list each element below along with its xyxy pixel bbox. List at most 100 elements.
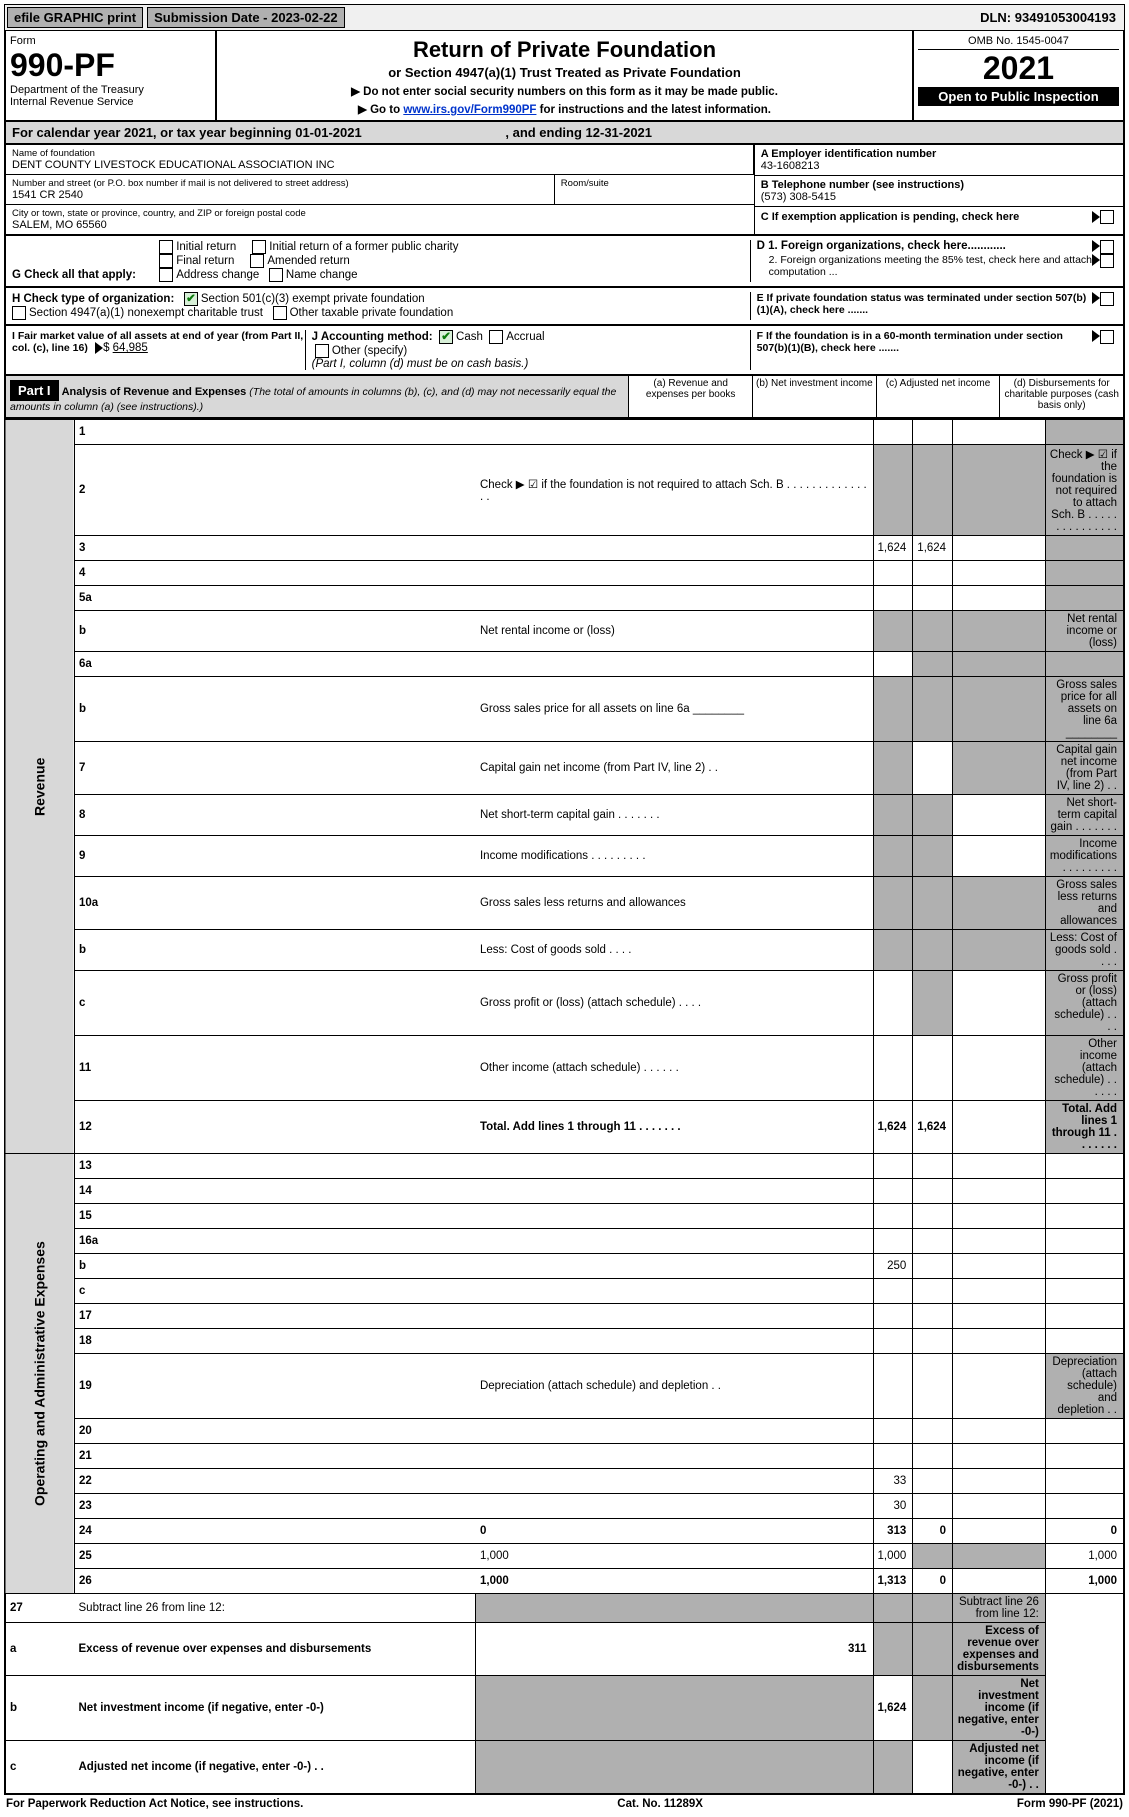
cell-a bbox=[873, 877, 913, 930]
cell-d: Less: Cost of goods sold . . . . bbox=[1045, 930, 1124, 971]
cell-b bbox=[913, 1469, 953, 1494]
table-row: 6a bbox=[5, 652, 1124, 677]
cell-d: 1,000 bbox=[1045, 1569, 1124, 1594]
row-number: 17 bbox=[75, 1304, 476, 1329]
checkbox-former[interactable] bbox=[252, 240, 266, 254]
section-i: I Fair market value of all assets at end… bbox=[4, 326, 1125, 376]
row-desc bbox=[476, 1419, 873, 1444]
checkbox-c[interactable] bbox=[1100, 210, 1114, 224]
checkbox-other-tax[interactable] bbox=[273, 306, 287, 320]
cell-b bbox=[913, 1544, 953, 1569]
cell-c bbox=[913, 1741, 953, 1795]
row-desc: Net rental income or (loss) bbox=[476, 611, 873, 652]
checkbox-4947[interactable] bbox=[12, 306, 26, 320]
cell-a: 33 bbox=[873, 1469, 913, 1494]
table-row: 9Income modifications . . . . . . . . .I… bbox=[5, 836, 1124, 877]
row-desc bbox=[476, 420, 873, 445]
row-desc: Excess of revenue over expenses and disb… bbox=[75, 1623, 476, 1676]
cell-b bbox=[913, 795, 953, 836]
cell-d bbox=[1045, 1329, 1124, 1354]
row-desc: Subtract line 26 from line 12: bbox=[75, 1594, 476, 1623]
note-1: ▶ Do not enter social security numbers o… bbox=[221, 84, 908, 98]
cell-c bbox=[953, 1036, 1046, 1101]
table-row: 2233 bbox=[5, 1469, 1124, 1494]
row-desc bbox=[476, 1254, 873, 1279]
cell-a bbox=[873, 930, 913, 971]
cell-d bbox=[1045, 1279, 1124, 1304]
g-label: G Check all that apply: bbox=[12, 269, 136, 281]
row-desc: Other income (attach schedule) . . . . .… bbox=[476, 1036, 873, 1101]
row-number: 12 bbox=[75, 1101, 476, 1154]
cell-b bbox=[873, 1594, 913, 1623]
calendar-year: For calendar year 2021, or tax year begi… bbox=[4, 122, 1125, 145]
cell-d bbox=[1045, 1229, 1124, 1254]
cell-d: Gross profit or (loss) (attach schedule)… bbox=[1045, 971, 1124, 1036]
form-subtitle: or Section 4947(a)(1) Trust Treated as P… bbox=[221, 65, 908, 80]
cell-d: Check ▶ ☑ if the foundation is not requi… bbox=[1045, 445, 1124, 536]
j-label: J Accounting method: bbox=[312, 331, 433, 343]
cell-a bbox=[476, 1594, 873, 1623]
cell-a bbox=[873, 677, 913, 742]
table-row: 5a bbox=[5, 586, 1124, 611]
cell-b bbox=[873, 1741, 913, 1795]
row-desc bbox=[476, 561, 873, 586]
checkbox-initial[interactable] bbox=[159, 240, 173, 254]
cell-a bbox=[873, 1036, 913, 1101]
cell-c bbox=[953, 1444, 1046, 1469]
cell-a bbox=[873, 1204, 913, 1229]
cell-b bbox=[913, 930, 953, 971]
checkbox-amended[interactable] bbox=[250, 254, 264, 268]
irs-link[interactable]: www.irs.gov/Form990PF bbox=[403, 104, 536, 116]
part1-header: Part I Analysis of Revenue and Expenses … bbox=[4, 376, 1125, 419]
row-desc: Gross sales price for all assets on line… bbox=[476, 677, 873, 742]
cell-b bbox=[913, 652, 953, 677]
row-desc bbox=[476, 536, 873, 561]
table-row: 31,6241,624 bbox=[5, 536, 1124, 561]
cell-d bbox=[1045, 561, 1124, 586]
cell-c bbox=[953, 1279, 1046, 1304]
checkbox-501c3[interactable]: ✔ bbox=[184, 292, 198, 306]
row-number: c bbox=[75, 1279, 476, 1304]
table-row: bLess: Cost of goods sold . . . .Less: C… bbox=[5, 930, 1124, 971]
section-d: D 1. Foreign organizations, check here..… bbox=[751, 240, 1117, 282]
row-desc bbox=[476, 1229, 873, 1254]
cell-b: 0 bbox=[913, 1569, 953, 1594]
cell-d: Subtract line 26 from line 12: bbox=[953, 1594, 1046, 1623]
dln: DLN: 93491053004193 bbox=[980, 10, 1122, 25]
checkbox-final[interactable] bbox=[159, 254, 173, 268]
table-row: 20 bbox=[5, 1419, 1124, 1444]
checkbox-name[interactable] bbox=[269, 268, 283, 282]
cell-c bbox=[953, 971, 1046, 1036]
cell-c bbox=[953, 795, 1046, 836]
foundation-name: Name of foundation DENT COUNTY LIVESTOCK… bbox=[6, 145, 754, 175]
cell-c bbox=[953, 1329, 1046, 1354]
cell-b bbox=[913, 877, 953, 930]
checkbox-d1[interactable] bbox=[1100, 240, 1114, 254]
checkbox-cash[interactable]: ✔ bbox=[439, 330, 453, 344]
checkbox-f[interactable] bbox=[1100, 330, 1114, 344]
cell-c bbox=[953, 836, 1046, 877]
cell-c bbox=[953, 611, 1046, 652]
i-label: I Fair market value of all assets at end… bbox=[12, 330, 303, 354]
row-number: 5a bbox=[75, 586, 476, 611]
footer-mid: Cat. No. 11289X bbox=[617, 1798, 703, 1810]
row-number: 7 bbox=[75, 742, 476, 795]
cell-c bbox=[913, 1594, 953, 1623]
header-right: OMB No. 1545-0047 2021 Open to Public In… bbox=[912, 31, 1123, 120]
table-row: 2Check ▶ ☑ if the foundation is not requ… bbox=[5, 445, 1124, 536]
checkbox-accrual[interactable] bbox=[489, 330, 503, 344]
row-number: 19 bbox=[75, 1354, 476, 1419]
checkbox-e[interactable] bbox=[1100, 292, 1114, 306]
row-desc bbox=[476, 1329, 873, 1354]
cell-c bbox=[953, 561, 1046, 586]
checkbox-address[interactable] bbox=[159, 268, 173, 282]
table-row: b250 bbox=[5, 1254, 1124, 1279]
footer-right: Form 990-PF (2021) bbox=[1017, 1798, 1123, 1810]
cell-c bbox=[953, 1519, 1046, 1544]
cell-b bbox=[913, 1204, 953, 1229]
checkbox-other-method[interactable] bbox=[315, 344, 329, 358]
checkbox-d2[interactable] bbox=[1100, 254, 1114, 268]
cell-c bbox=[953, 930, 1046, 971]
cell-a: 1,000 bbox=[873, 1544, 913, 1569]
cell-d: Gross sales less returns and allowances bbox=[1045, 877, 1124, 930]
